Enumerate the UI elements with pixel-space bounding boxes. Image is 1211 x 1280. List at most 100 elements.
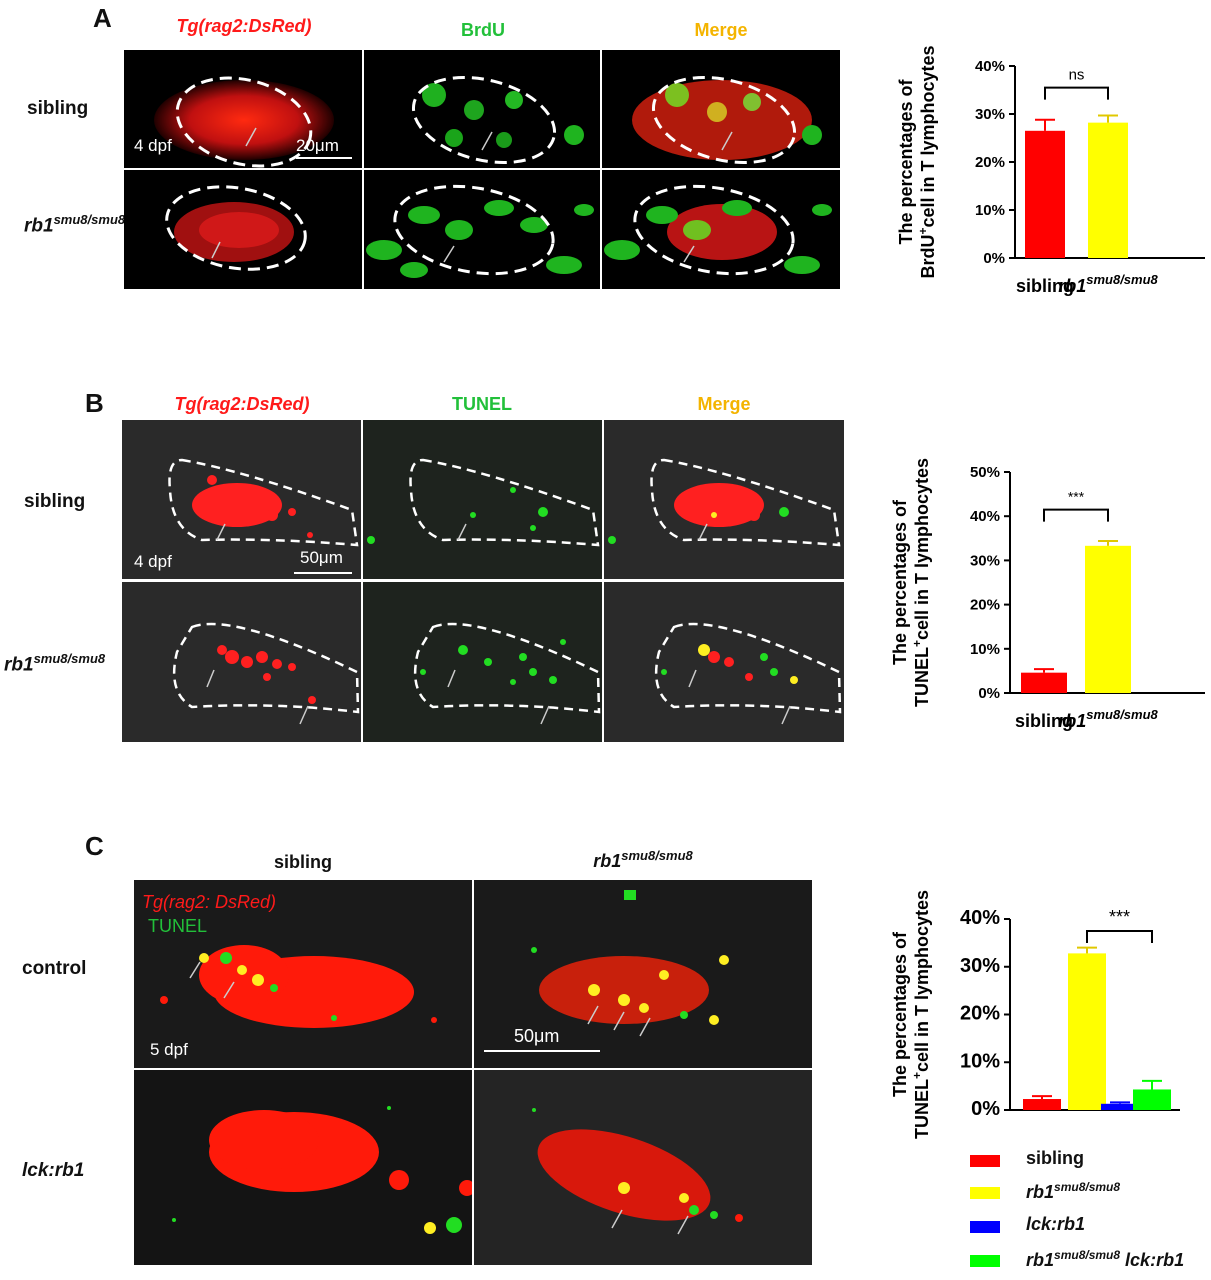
y-tick-label: 0% bbox=[971, 1098, 1000, 1120]
significance-label: ns bbox=[1069, 67, 1085, 84]
y-axis-label-line1: The percentages of bbox=[890, 931, 910, 1097]
micrograph-b-sibling-dsred: 4 dpf 50μm bbox=[122, 420, 361, 579]
bar-0 bbox=[1023, 1099, 1061, 1110]
bar-1 bbox=[1088, 122, 1128, 258]
row-label-sibling-b: sibling bbox=[24, 491, 86, 512]
scale-bar-c bbox=[484, 1050, 600, 1052]
x-tick-label: rb1smu8/smu8 bbox=[1058, 272, 1158, 296]
y-tick-label: 20% bbox=[975, 154, 1005, 171]
y-tick-label: 40% bbox=[960, 907, 1000, 929]
x-tick-label: sibling bbox=[1016, 276, 1074, 296]
micrograph-b-rb1-merge bbox=[604, 582, 844, 742]
y-axis-label-line2: TUNEL+cell in T lymphocytes bbox=[910, 458, 932, 707]
row-label-sibling: sibling bbox=[27, 98, 89, 119]
y-tick-label: 10% bbox=[975, 202, 1005, 219]
y-tick-label: 40% bbox=[970, 508, 1000, 525]
row-label-lckrb1-c: lck:rb1 bbox=[22, 1160, 85, 1181]
col-head-rb1-c: rb1smu8/smu8 bbox=[593, 848, 693, 871]
bar-0 bbox=[1021, 672, 1067, 693]
micrograph-c-sibling-control: Tg(rag2: DsRed) TUNEL 5 dpf bbox=[134, 880, 472, 1068]
row-label-control-c: control bbox=[22, 958, 87, 979]
x-tick-label: sibling bbox=[1015, 711, 1073, 731]
bar-1 bbox=[1085, 545, 1131, 693]
significance-label: *** bbox=[1068, 489, 1085, 505]
y-tick-label: 30% bbox=[975, 106, 1005, 123]
micrograph-c-rb1-control: 50μm bbox=[474, 880, 812, 1068]
micrograph-c-sibling-lckrb1 bbox=[134, 1070, 472, 1265]
y-tick-label: 10% bbox=[970, 641, 1000, 658]
legend-c: sibling rb1smu8/smu8 lck:rb1 rb1smu8/smu… bbox=[970, 1148, 1210, 1278]
micrograph-b-rb1-tunel bbox=[363, 582, 602, 742]
panel-letter-c: C bbox=[85, 831, 104, 861]
row-label-rb1: rb1smu8/smu8 bbox=[24, 212, 126, 237]
col-head-merge-b: Merge bbox=[697, 394, 751, 414]
significance-bracket bbox=[1044, 86, 1109, 100]
scale-bar-b bbox=[294, 572, 352, 574]
significance-bracket bbox=[1086, 929, 1153, 943]
col-head-sibling-c: sibling bbox=[274, 852, 332, 872]
legend-swatch-rb1 bbox=[970, 1187, 1000, 1199]
time-label-c: 5 dpf bbox=[150, 1040, 188, 1059]
y-tick-label: 10% bbox=[960, 1050, 1000, 1072]
micrograph-b-sibling-merge bbox=[604, 420, 844, 579]
y-tick-label: 50% bbox=[970, 464, 1000, 481]
y-axis-label-line2: TUNEL+cell in T lymphocytes bbox=[910, 890, 932, 1139]
col-head-dsred: Tg(rag2:DsRed) bbox=[176, 16, 312, 36]
micrograph-a-rb1-merge bbox=[602, 170, 840, 289]
panel-letter-b: B bbox=[85, 388, 104, 418]
bar-1 bbox=[1068, 953, 1106, 1110]
bar-3 bbox=[1133, 1089, 1171, 1110]
micrograph-a-sibling-merge bbox=[602, 50, 840, 168]
y-tick-label: 30% bbox=[960, 955, 1000, 977]
time-label-b: 4 dpf bbox=[134, 552, 172, 571]
legend-label-rb1: rb1 bbox=[1026, 1182, 1055, 1202]
micrograph-a-rb1-dsred bbox=[124, 170, 362, 289]
legend-sup-rb1: smu8/smu8 bbox=[1054, 1180, 1121, 1194]
col-head-dsred-b: Tg(rag2:DsRed) bbox=[174, 394, 310, 414]
micrograph-b-rb1-dsred bbox=[122, 582, 361, 742]
col-head-merge: Merge bbox=[694, 20, 748, 40]
legend-item-rb1: rb1smu8/smu8 bbox=[970, 1180, 1210, 1204]
bar-2 bbox=[1101, 1103, 1139, 1110]
chart-c: 0% 10% 20% 30% 40% *** The percentages of TUNEL… bbox=[890, 870, 1210, 1180]
legend-swatch-lckrb1 bbox=[970, 1221, 1000, 1233]
y-axis-label-line2: BrdU+cell in T lymphocytes bbox=[916, 45, 938, 278]
chart-b: 0% 10% 20% 30% 40% 50% sibling rb1smu8/smu8 *** T… bbox=[890, 420, 1210, 750]
legend-item-rb1-lckrb1: rb1smu8/smu8 lck:rb1 bbox=[970, 1248, 1210, 1272]
row-label-rb1-b: rb1smu8/smu8 bbox=[4, 651, 106, 676]
scale-label-a: 20μm bbox=[296, 136, 339, 155]
y-tick-label: 20% bbox=[970, 597, 1000, 614]
legend-item-sibling: sibling bbox=[970, 1148, 1210, 1172]
significance-label: *** bbox=[1109, 907, 1130, 927]
x-tick-label: rb1smu8/smu8 bbox=[1058, 707, 1158, 731]
micrograph-a-sibling-dsred: 4 dpf 20μm bbox=[124, 50, 362, 168]
scale-bar-a bbox=[296, 157, 352, 159]
y-tick-label: 0% bbox=[983, 250, 1005, 267]
y-tick-label: 30% bbox=[970, 552, 1000, 569]
overlay-dsred-c: Tg(rag2: DsRed) bbox=[142, 892, 277, 912]
legend-label-sibling: sibling bbox=[1026, 1148, 1084, 1168]
legend-swatch-rb1-lckrb1 bbox=[970, 1255, 1000, 1267]
micrograph-a-sibling-brdu bbox=[364, 50, 600, 168]
y-tick-label: 20% bbox=[960, 1003, 1000, 1025]
scale-label-b: 50μm bbox=[300, 548, 343, 567]
legend-tail-rb1-combo: lck:rb1 bbox=[1120, 1250, 1185, 1270]
legend-sup-rb1-combo: smu8/smu8 bbox=[1054, 1248, 1121, 1262]
significance-bracket bbox=[1043, 508, 1109, 522]
scale-label-c: 50μm bbox=[514, 1026, 560, 1046]
micrograph-a-rb1-brdu bbox=[364, 170, 600, 289]
legend-item-lckrb1: lck:rb1 bbox=[970, 1214, 1210, 1238]
panel-letter-a: A bbox=[93, 3, 112, 33]
overlay-tunel-c: TUNEL bbox=[148, 916, 208, 936]
bar-0 bbox=[1025, 130, 1065, 258]
y-tick-label: 0% bbox=[978, 685, 1000, 702]
y-tick-label: 40% bbox=[975, 58, 1005, 75]
legend-swatch-sibling bbox=[970, 1155, 1000, 1167]
legend-label-lckrb1: lck:rb1 bbox=[1026, 1214, 1086, 1234]
micrograph-c-rb1-lckrb1 bbox=[474, 1070, 812, 1265]
col-head-brdu: BrdU bbox=[461, 20, 505, 40]
y-axis-label-line1: The percentages of bbox=[896, 78, 916, 244]
micrograph-b-sibling-tunel bbox=[363, 420, 602, 579]
chart-a: 0% 10% 20% 30% 40% sibling rb1smu8/smu8 ns The p… bbox=[890, 40, 1210, 320]
col-head-tunel-b: TUNEL bbox=[452, 394, 512, 414]
